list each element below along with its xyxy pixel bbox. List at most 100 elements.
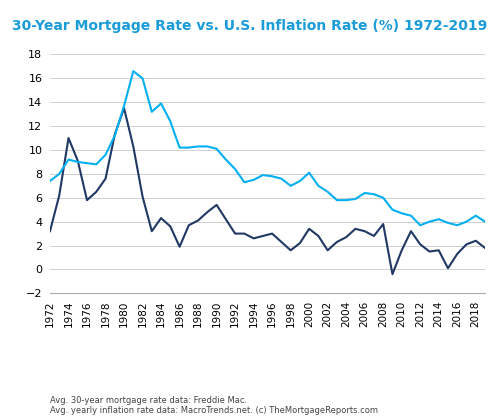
30-Yr Mortgage <box>352 197 358 202</box>
Inflation Rate <box>343 235 349 240</box>
30-Yr Mortgage <box>204 144 210 149</box>
30-Yr Mortgage <box>186 145 192 150</box>
30-Yr Mortgage <box>380 195 386 200</box>
Inflation Rate <box>297 241 303 246</box>
Line: 30-Yr Mortgage: 30-Yr Mortgage <box>50 71 485 225</box>
30-Yr Mortgage <box>371 191 377 197</box>
30-Yr Mortgage <box>362 191 368 196</box>
30-Yr Mortgage <box>260 173 266 178</box>
30-Yr Mortgage <box>426 219 432 224</box>
Text: Avg. yearly inflation rate data: MacroTrends.net. (c) TheMortgageReports.com: Avg. yearly inflation rate data: MacroTr… <box>50 406 378 415</box>
Inflation Rate <box>204 210 210 215</box>
30-Yr Mortgage <box>297 178 303 184</box>
30-Yr Mortgage <box>130 69 136 74</box>
Inflation Rate <box>482 246 488 251</box>
30-Yr Mortgage <box>288 184 294 189</box>
Inflation Rate <box>362 229 368 234</box>
30-Yr Mortgage <box>278 176 284 181</box>
Inflation Rate <box>149 229 155 234</box>
Inflation Rate <box>278 239 284 244</box>
30-Yr Mortgage <box>140 76 145 81</box>
Inflation Rate <box>306 226 312 231</box>
30-Yr Mortgage <box>121 103 127 109</box>
30-Yr Mortgage <box>408 213 414 218</box>
30-Yr Mortgage <box>94 162 100 167</box>
Inflation Rate <box>426 249 432 254</box>
Line: Inflation Rate: Inflation Rate <box>50 108 485 274</box>
Inflation Rate <box>176 244 182 249</box>
Inflation Rate <box>56 193 62 198</box>
Inflation Rate <box>260 233 266 238</box>
Inflation Rate <box>398 248 404 253</box>
Inflation Rate <box>66 136 71 141</box>
Inflation Rate <box>130 144 136 149</box>
Inflation Rate <box>223 217 229 222</box>
Inflation Rate <box>250 236 256 241</box>
30-Yr Mortgage <box>324 189 330 194</box>
30-Yr Mortgage <box>269 174 275 179</box>
30-Yr Mortgage <box>168 119 173 124</box>
Inflation Rate <box>288 248 294 253</box>
30-Yr Mortgage <box>343 198 349 203</box>
Inflation Rate <box>84 198 90 203</box>
Inflation Rate <box>186 223 192 228</box>
Inflation Rate <box>102 176 108 181</box>
Inflation Rate <box>445 266 451 271</box>
30-Yr Mortgage <box>417 223 423 228</box>
Inflation Rate <box>334 239 340 244</box>
30-Yr Mortgage <box>398 211 404 216</box>
30-Yr Mortgage <box>176 145 182 150</box>
30-Yr Mortgage <box>464 219 469 224</box>
30-Yr Mortgage <box>482 219 488 224</box>
Inflation Rate <box>472 238 478 243</box>
Inflation Rate <box>390 272 396 277</box>
30-Yr Mortgage <box>436 217 442 222</box>
Inflation Rate <box>269 231 275 236</box>
30-Yr Mortgage <box>454 223 460 228</box>
Inflation Rate <box>195 218 201 223</box>
Inflation Rate <box>380 222 386 227</box>
Inflation Rate <box>454 251 460 256</box>
Inflation Rate <box>214 202 220 207</box>
30-Yr Mortgage <box>84 160 90 166</box>
30-Yr Mortgage <box>223 157 229 162</box>
Inflation Rate <box>464 242 469 247</box>
30-Yr Mortgage <box>158 101 164 106</box>
30-Yr Mortgage <box>334 198 340 203</box>
30-Yr Mortgage <box>232 167 238 172</box>
Inflation Rate <box>94 189 100 194</box>
30-Yr Mortgage <box>390 207 396 212</box>
Inflation Rate <box>417 242 423 247</box>
Inflation Rate <box>168 224 173 229</box>
Inflation Rate <box>121 106 127 111</box>
30-Yr Mortgage <box>445 220 451 225</box>
Inflation Rate <box>242 231 248 236</box>
Inflation Rate <box>436 248 442 253</box>
30-Yr Mortgage <box>250 177 256 182</box>
Inflation Rate <box>112 132 118 137</box>
30-Yr Mortgage <box>149 109 155 114</box>
Text: 30-Year Mortgage Rate vs. U.S. Inflation Rate (%) 1972-2019: 30-Year Mortgage Rate vs. U.S. Inflation… <box>12 19 488 33</box>
30-Yr Mortgage <box>102 152 108 157</box>
Text: Avg. 30-year mortgage rate data: Freddie Mac.: Avg. 30-year mortgage rate data: Freddie… <box>50 396 247 405</box>
30-Yr Mortgage <box>47 178 53 184</box>
30-Yr Mortgage <box>214 146 220 151</box>
30-Yr Mortgage <box>472 213 478 218</box>
30-Yr Mortgage <box>66 157 71 162</box>
30-Yr Mortgage <box>242 180 248 185</box>
Inflation Rate <box>158 215 164 220</box>
30-Yr Mortgage <box>75 160 81 165</box>
30-Yr Mortgage <box>56 171 62 176</box>
Inflation Rate <box>324 248 330 253</box>
Inflation Rate <box>47 229 53 234</box>
30-Yr Mortgage <box>316 184 322 189</box>
30-Yr Mortgage <box>195 144 201 149</box>
Inflation Rate <box>75 158 81 163</box>
Inflation Rate <box>316 233 322 238</box>
30-Yr Mortgage <box>112 133 118 138</box>
Inflation Rate <box>140 194 145 199</box>
Inflation Rate <box>408 229 414 234</box>
Inflation Rate <box>352 226 358 231</box>
Inflation Rate <box>232 231 238 236</box>
Inflation Rate <box>371 233 377 238</box>
